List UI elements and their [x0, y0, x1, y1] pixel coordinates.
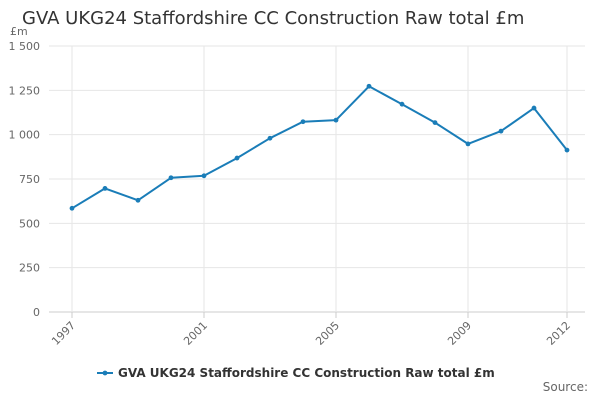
y-tick-label: 0 — [33, 306, 40, 319]
x-tick-label: 1997 — [49, 319, 78, 348]
grid-lines — [49, 45, 585, 313]
data-point[interactable] — [168, 175, 174, 181]
data-point[interactable] — [135, 197, 141, 203]
legend-item-label: GVA UKG24 Staffordshire CC Construction … — [118, 366, 495, 380]
data-point[interactable] — [366, 83, 372, 89]
source-label[interactable]: Source: — [542, 380, 588, 394]
data-point[interactable] — [432, 120, 438, 126]
y-tick-label: 1 500 — [9, 40, 41, 53]
data-point[interactable] — [201, 173, 207, 179]
legend-swatch-marker — [102, 370, 108, 376]
y-axis-ticks: 0 250 500 750 1 000 1 250 1 500 — [9, 40, 41, 319]
data-point[interactable] — [465, 141, 471, 147]
data-point[interactable] — [267, 135, 273, 141]
x-tick-label: 2009 — [445, 319, 474, 348]
data-point[interactable] — [564, 147, 570, 153]
y-tick-label: 750 — [19, 173, 40, 186]
legend[interactable]: GVA UKG24 Staffordshire CC Construction … — [97, 366, 495, 380]
data-point[interactable] — [399, 101, 405, 107]
y-tick-label: 1 000 — [9, 129, 41, 142]
series-line[interactable] — [71, 85, 568, 210]
x-axis-ticks: 1997 2001 2005 2009 2012 — [49, 312, 573, 348]
series-layer — [69, 83, 570, 211]
data-point[interactable] — [333, 117, 339, 123]
x-tick-label: 2005 — [313, 319, 342, 348]
x-tick-label: 2012 — [544, 319, 573, 348]
y-tick-label: 500 — [19, 217, 40, 230]
y-tick-label: 1 250 — [9, 84, 41, 97]
data-point[interactable] — [234, 155, 240, 161]
data-point[interactable] — [102, 185, 108, 191]
data-point[interactable] — [498, 128, 504, 134]
data-point[interactable] — [300, 119, 306, 125]
data-point[interactable] — [531, 105, 537, 111]
chart-title: GVA UKG24 Staffordshire CC Construction … — [22, 8, 525, 29]
x-tick-label: 2001 — [181, 319, 210, 348]
y-tick-label: 250 — [19, 262, 40, 275]
data-point[interactable] — [69, 205, 75, 211]
y-axis-unit-label: £m — [10, 25, 28, 38]
